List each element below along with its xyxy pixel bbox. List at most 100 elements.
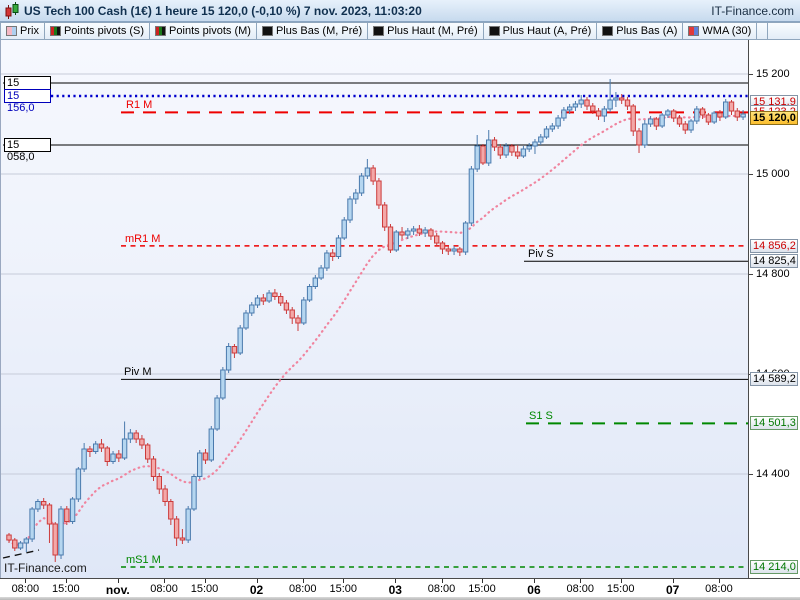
candle [69,498,76,522]
candle [671,110,677,119]
y-tick-label: 15 000 [756,168,790,180]
candle [399,231,405,236]
legend-item-plus-haut-m-pr[interactable]: Plus Haut (M, Pré) [368,22,484,40]
candle [364,167,371,177]
candle [197,452,203,477]
candle [156,476,163,490]
legend-item-label: Plus Haut (M, Pré) [387,25,478,37]
legend-item-plus-bas-a[interactable]: Plus Bas (A) [597,22,684,40]
legend-item-points-pivots-s[interactable]: Points pivots (S) [44,22,151,40]
legend-item-prix[interactable]: Prix [0,22,45,40]
candle [98,443,105,449]
candle [191,476,197,510]
candle [543,128,550,138]
candle [676,117,683,125]
legend-item-plus-bas-m-pr[interactable]: Plus Bas (M, Pré) [256,22,369,40]
price-label-left: 15 182,0 [4,76,51,101]
last-price-label: 15 120,0 [750,111,798,125]
candle [549,125,555,130]
candle [173,518,180,539]
candle [682,123,688,131]
candlestick-chart [1,73,749,568]
x-tick-mark [117,579,119,583]
chart-plot-area[interactable]: R1 M mR1 M Piv S Piv M S1 S mS1 M 15 182,015 1… [0,40,749,578]
candle [613,97,619,101]
candle [653,118,660,127]
time-axis[interactable]: 08:00 15:00 nov. 08:00 15:00 02 08:00 15:00 03 08… [0,578,800,597]
level-line-old-month-level [2,549,40,559]
x-tick-mark [256,579,258,583]
candle [567,106,573,111]
candle [260,297,267,302]
candle [422,229,428,234]
candle [665,110,671,116]
x-tick-mark [441,579,443,583]
candle [740,113,746,118]
candle [301,299,307,324]
candle [555,117,561,127]
candle [503,145,509,156]
candle [208,428,215,461]
candle [58,508,64,556]
candle [283,302,290,311]
legend-item-plus-haut-a-pr[interactable]: Plus Haut (A, Pré) [483,22,598,40]
legend-swatch-icon [373,26,385,36]
legend-item-label: Points pivots (S) [63,25,145,37]
x-tick-label: 06 [527,583,541,597]
candle [168,501,174,520]
legend-bar: Prix Points pivots (S) Points pivots (M) Pl… [0,22,800,40]
candle [451,248,457,252]
x-tick-mark [302,579,304,583]
candle [353,192,359,200]
x-tick-mark [580,579,582,583]
candle [734,110,740,118]
y-tick-label: 15 200 [756,68,790,80]
legend-item-label: Points pivots (M) [169,25,251,37]
x-tick-label: nov. [105,583,130,597]
candle [318,267,324,279]
x-tick-label: 08:00 [566,583,594,595]
candle [480,145,486,164]
x-tick-mark [481,579,483,583]
candle [225,346,232,371]
brand-link[interactable]: IT-Finance.com [711,3,794,18]
legend-item-label: Plus Bas (M, Pré) [275,25,363,37]
x-tick-mark [620,579,622,583]
candle [12,539,18,549]
candle [289,309,295,319]
level-label-s1-s: S1 S [529,410,553,423]
legend-item-points-pivots-m[interactable]: Points pivots (M) [150,22,257,40]
candle [139,438,145,446]
price-label-right: 14 214,0 [750,560,798,574]
candle [341,219,347,239]
horizontal-scrollbar[interactable] [0,597,800,600]
wma-line [7,114,745,547]
candle [23,538,30,544]
title-bar: US Tech 100 Cash (1€) 1 heure 15 120,0 (… [0,0,800,22]
candle [358,175,365,194]
candle [416,228,423,234]
candle [52,523,58,556]
price-label-left: 15 156,0 [4,89,51,114]
candle [538,136,544,143]
legend-item-label: WMA (30) [702,25,752,37]
x-tick-mark [395,579,397,583]
y-tick-label: 14 800 [756,268,790,280]
candle [133,432,139,440]
candle [127,432,134,440]
candle [584,99,590,107]
candle [387,226,394,251]
price-label-right: 14 856,2 [750,238,798,253]
candle [405,230,411,236]
candle [335,237,342,257]
candle [659,114,665,127]
candle [578,99,584,105]
candle [624,99,631,107]
x-tick-label: 15:00 [190,583,219,595]
x-tick-label: 15:00 [52,583,80,595]
candle [647,118,654,125]
candle [590,105,596,112]
legend-item-wma-30[interactable]: WMA (30) [683,22,758,40]
